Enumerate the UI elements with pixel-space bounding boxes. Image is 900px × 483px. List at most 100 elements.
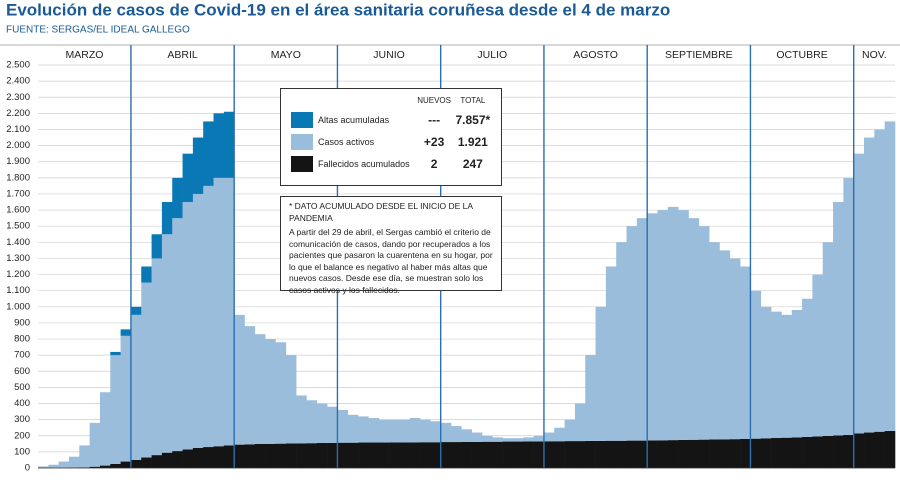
bar-segment <box>616 242 627 441</box>
bar-segment <box>812 274 824 437</box>
bar-segment <box>667 440 679 468</box>
bar-segment <box>729 439 741 468</box>
bar-segment <box>647 213 658 441</box>
legend-total: 7.857* <box>455 113 491 127</box>
bar-segment <box>430 421 441 443</box>
bar-segment <box>151 234 163 259</box>
bar-segment <box>605 440 617 468</box>
legend-swatch <box>291 112 313 128</box>
bar-segment <box>440 442 452 468</box>
bar-segment <box>802 298 813 437</box>
bar-segment <box>141 266 152 283</box>
bar-segment <box>38 466 49 468</box>
bar-segment <box>884 430 896 468</box>
bar-segment <box>234 444 245 468</box>
month-label: ABRIL <box>167 49 198 61</box>
legend-total: 247 <box>462 157 483 171</box>
y-tick-label: 700 <box>14 350 30 361</box>
bar-segment <box>161 234 173 453</box>
bar-segment <box>481 441 493 468</box>
chart-subtitle: FUENTE: SERGAS/EL IDEAL GALLEGO <box>6 25 190 36</box>
bar-segment <box>678 210 689 440</box>
y-tick-label: 1.300 <box>6 253 30 264</box>
bar-segment <box>110 463 121 468</box>
bar-segment <box>99 465 111 468</box>
bar-segment <box>409 418 421 443</box>
bar-segment <box>481 435 493 442</box>
legend-new: +23 <box>423 135 445 149</box>
bar-segment <box>378 442 390 468</box>
bar-segment <box>440 422 452 443</box>
bar-segment <box>265 339 276 444</box>
bar-segment <box>223 111 235 178</box>
bar-segment <box>760 306 772 439</box>
bar-segment <box>564 441 576 468</box>
bar-segment <box>275 342 287 444</box>
bar-segment <box>605 266 617 441</box>
y-tick-label: 100 <box>14 446 30 457</box>
legend-row: Altas acumuladas --- 7.857* <box>289 109 493 131</box>
bar-segment <box>678 439 689 468</box>
bar-segment <box>822 242 834 436</box>
bar-segment <box>585 355 596 441</box>
legend-swatch <box>291 156 313 172</box>
bar-segment <box>151 258 163 456</box>
bar-segment <box>492 437 503 442</box>
y-tick-label: 1.700 <box>6 188 30 199</box>
month-label: OCTUBRE <box>776 49 827 61</box>
bar-segment <box>203 121 214 186</box>
bar-segment <box>358 416 369 443</box>
bar-segment <box>461 441 472 468</box>
legend-swatch-cell <box>289 153 316 175</box>
y-tick-label: 200 <box>14 430 30 441</box>
legend-header: NUEVOS <box>417 96 451 105</box>
bar-segment <box>399 442 411 468</box>
bar-segment <box>843 177 854 435</box>
bar-segment <box>595 306 607 441</box>
bar-segment <box>512 441 524 468</box>
bar-segment <box>192 193 204 448</box>
y-tick-label: 800 <box>14 334 30 345</box>
bar-segment <box>451 426 462 443</box>
bar-segment <box>543 441 555 468</box>
bar-segment <box>430 442 441 468</box>
bar-segment <box>657 440 669 468</box>
bar-segment <box>492 441 503 468</box>
bar-segment <box>389 419 400 443</box>
month-label: JULIO <box>477 49 507 61</box>
month-label: JUNIO <box>373 49 405 61</box>
bar-segment <box>399 419 411 443</box>
bar-segment <box>533 441 545 468</box>
bar-segment <box>781 314 793 438</box>
bar-segment <box>420 419 431 443</box>
bar-segment <box>647 440 658 468</box>
bar-segment <box>822 435 834 468</box>
legend-row: Fallecidos acumulados 2 247 <box>289 153 493 175</box>
legend-row: Casos activos +23 1.921 <box>289 131 493 153</box>
bar-segment <box>853 433 865 468</box>
bar-segment <box>574 441 586 468</box>
bar-segment <box>461 429 472 442</box>
legend-table: NUEVOS TOTAL Altas acumuladas --- 7.857* Cas… <box>289 95 493 175</box>
bar-segment <box>833 202 844 436</box>
bar-segment <box>110 355 121 464</box>
bar-segment <box>667 206 679 441</box>
bar-segment <box>368 418 380 443</box>
bar-segment <box>657 210 669 441</box>
bars <box>38 111 896 468</box>
bar-segment <box>636 218 648 441</box>
legend-swatch <box>291 134 313 150</box>
legend-label: Altas acumuladas <box>318 115 390 125</box>
bar-segment <box>451 442 462 468</box>
month-label: NOV. <box>862 49 887 61</box>
bar-segment <box>182 153 194 203</box>
bar-segment <box>781 437 793 468</box>
bar-segment <box>120 461 132 468</box>
bar-segment <box>471 441 483 468</box>
bar-segment <box>99 392 111 466</box>
bar-segment <box>574 403 586 442</box>
bar-segment <box>234 314 245 445</box>
bar-segment <box>275 443 287 468</box>
bar-segment <box>523 437 534 442</box>
y-tick-label: 1.100 <box>6 285 30 296</box>
